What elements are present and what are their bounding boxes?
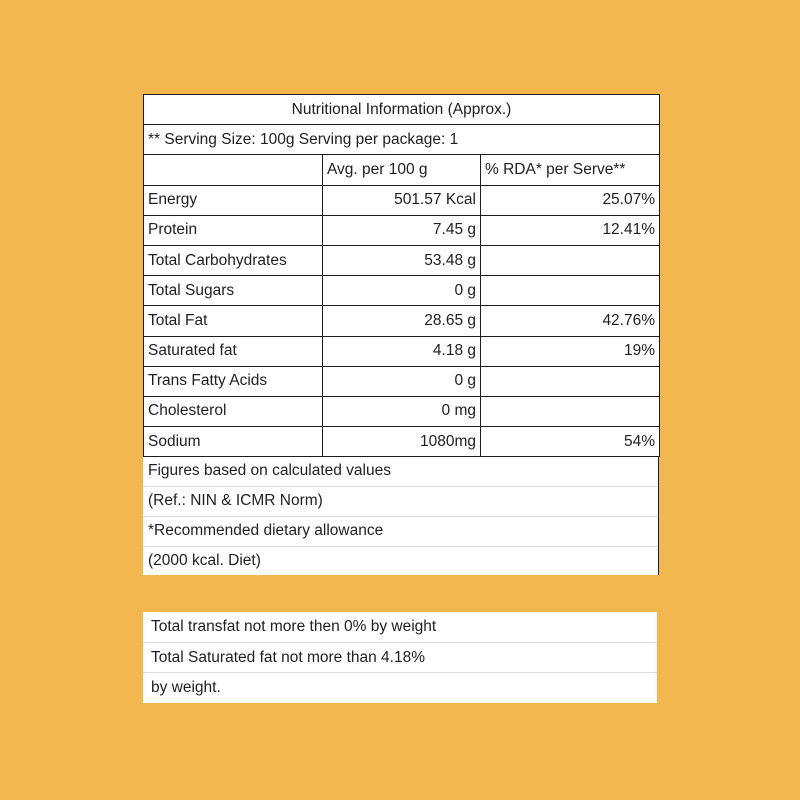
header-row: Avg. per 100 g % RDA* per Serve** bbox=[143, 154, 661, 186]
table-row-sodium: Sodium 1080mg 54% bbox=[143, 426, 661, 458]
nutrient-label: Cholesterol bbox=[143, 395, 323, 428]
table-row-total-fat: Total Fat 28.65 g 42.76% bbox=[143, 305, 661, 337]
table-row-protein: Protein 7.45 g 12.41% bbox=[143, 214, 661, 246]
table-row-trans-fatty-acids: Trans Fatty Acids 0 g bbox=[143, 365, 661, 397]
column-header-rda-per-serve: % RDA* per Serve** bbox=[479, 154, 661, 186]
nutrient-rda bbox=[479, 395, 661, 428]
serving-size-text: ** Serving Size: 100g Serving per packag… bbox=[142, 124, 661, 156]
nutrient-label: Saturated fat bbox=[143, 335, 323, 367]
nutrient-label: Total Carbohydrates bbox=[143, 244, 323, 277]
nutrient-amount: 0 g bbox=[322, 365, 481, 397]
note-saturated-fat: Total Saturated fat not more than 4.18% bbox=[143, 641, 657, 673]
nutrient-label: Total Fat bbox=[143, 305, 323, 337]
nutrient-label: Trans Fatty Acids bbox=[143, 365, 323, 397]
nutrient-rda: 54% bbox=[479, 426, 661, 458]
notes-box: Total transfat not more then 0% by weigh… bbox=[143, 612, 657, 703]
nutrient-label: Protein bbox=[143, 214, 323, 246]
table-title: Nutritional Information (Approx.) bbox=[142, 93, 661, 126]
table-title-row: Nutritional Information (Approx.) bbox=[142, 93, 661, 126]
nutrient-rda bbox=[479, 365, 661, 397]
nutrient-label: Sodium bbox=[143, 426, 323, 458]
table-row-energy: Energy 501.57 Kcal 25.07% bbox=[143, 184, 661, 216]
nutrient-rda bbox=[479, 244, 661, 277]
nutrient-rda bbox=[479, 275, 661, 307]
nutrient-label: Total Sugars bbox=[143, 275, 323, 307]
nutrient-amount: 0 g bbox=[322, 275, 481, 307]
nutrient-amount: 53.48 g bbox=[322, 244, 481, 277]
footnote-diet: (2000 kcal. Diet) bbox=[143, 545, 658, 576]
nutrition-panel: Nutritional Information (Approx.) ** Ser… bbox=[142, 93, 661, 576]
nutrient-rda: 19% bbox=[479, 335, 661, 367]
table-row-total-carbohydrates: Total Carbohydrates 53.48 g bbox=[143, 244, 661, 277]
column-header-avg-per-100g: Avg. per 100 g bbox=[322, 154, 481, 186]
nutrient-rda: 12.41% bbox=[479, 214, 661, 246]
nutrient-rda: 25.07% bbox=[479, 184, 661, 216]
nutrient-amount: 1080mg bbox=[322, 426, 481, 458]
table-row-total-sugars: Total Sugars 0 g bbox=[143, 275, 661, 307]
serving-row: ** Serving Size: 100g Serving per packag… bbox=[142, 124, 661, 156]
table-row-cholesterol: Cholesterol 0 mg bbox=[143, 395, 661, 428]
nutrient-amount: 501.57 Kcal bbox=[322, 184, 481, 216]
nutrient-rda: 42.76% bbox=[479, 305, 661, 337]
footnote-reference: (Ref.: NIN & ICMR Norm) bbox=[143, 486, 658, 516]
note-transfat: Total transfat not more then 0% by weigh… bbox=[151, 618, 437, 635]
footnote-calculated-values: Figures based on calculated values bbox=[143, 457, 658, 487]
nutrient-label: Energy bbox=[143, 184, 323, 216]
nutrient-amount: 4.18 g bbox=[322, 335, 481, 367]
column-header-blank bbox=[143, 154, 323, 186]
table-footnotes: Figures based on calculated values (Ref.… bbox=[143, 457, 659, 576]
nutrient-amount: 0 mg bbox=[322, 395, 481, 428]
nutrient-amount: 7.45 g bbox=[322, 214, 481, 246]
nutrition-table: Nutritional Information (Approx.) ** Ser… bbox=[142, 93, 661, 458]
table-row-saturated-fat: Saturated fat 4.18 g 19% bbox=[143, 335, 661, 367]
footnote-rda: *Recommended dietary allowance bbox=[143, 515, 658, 546]
note-by-weight: by weight. bbox=[143, 672, 657, 703]
nutrient-amount: 28.65 g bbox=[322, 305, 481, 337]
